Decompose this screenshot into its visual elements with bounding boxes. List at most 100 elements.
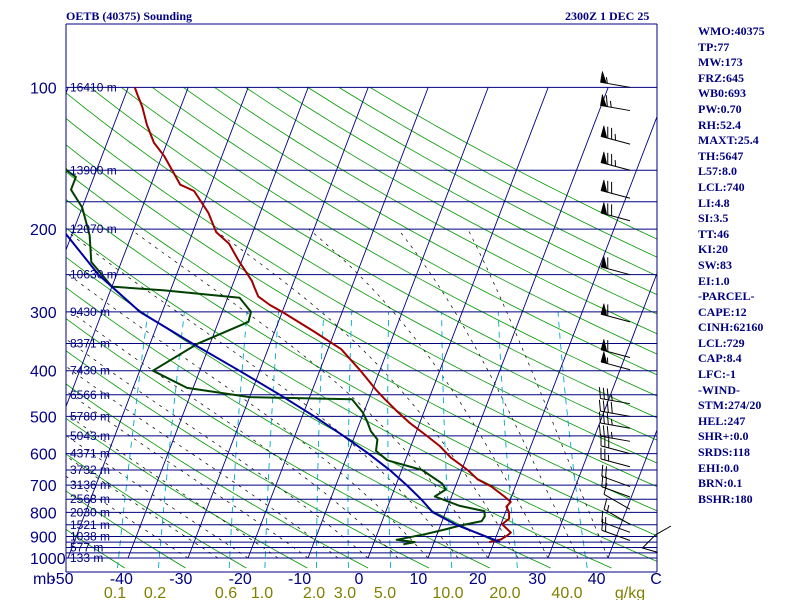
wind-barb-half-flag: [605, 77, 608, 84]
wind-barb-pennant: [600, 71, 607, 84]
dry-adiabat-line: [152, 87, 657, 376]
dry-adiabat-line: [66, 350, 430, 569]
pressure-label: 700: [30, 478, 57, 495]
dry-adiabat-line: [66, 453, 247, 569]
wind-barb: [600, 179, 631, 199]
height-label: 2030 m: [70, 505, 110, 519]
wind-barb-staff: [600, 422, 631, 429]
dry-adiabat-line: [66, 144, 657, 488]
pressure-label: 800: [30, 505, 57, 522]
mixing-ratio-line: [387, 311, 392, 569]
dry-adiabat-line: [90, 87, 657, 419]
pressure-label: 600: [30, 447, 57, 464]
side-panel-item: STM:274/20: [698, 398, 762, 413]
dry-adiabat-line: [121, 87, 657, 397]
wind-barb-flag: [601, 475, 604, 487]
wind-barb-pennant: [600, 125, 608, 139]
mixing-ratio-label: 0.2: [144, 585, 166, 600]
wind-barb: [600, 339, 631, 359]
dry-adiabat-line: [66, 417, 308, 569]
wind-barb: [601, 464, 631, 488]
pressure-label: 300: [30, 305, 57, 322]
pressure-label: 500: [30, 409, 57, 426]
side-panel-item: SRDS:118: [698, 445, 751, 460]
moist-adiabat-line: [397, 228, 579, 559]
side-panel-item: BRN:0.1: [698, 476, 743, 491]
hodograph: [641, 525, 672, 553]
wind-barb-staff: [600, 435, 631, 442]
sounding-indices-panel: WMO:40375 TP:77 MW:173 FRZ:645 WB0:693 PW:0.7…: [698, 24, 798, 507]
side-panel-item: -PARCEL-: [698, 289, 755, 304]
side-panel-item: LCL:729: [698, 335, 745, 350]
height-label: 8371 m: [70, 336, 110, 350]
pressure-label: 900: [30, 529, 57, 546]
side-panel-item: PW:0.70: [698, 101, 742, 116]
mixing-ratio-label: 0.1: [104, 585, 126, 600]
dry-adiabats: [66, 87, 657, 569]
temperature-label: -50: [50, 571, 73, 588]
mixing-ratio-label: g/kg: [615, 585, 645, 600]
wind-barb-pennant: [600, 339, 608, 352]
wind-barb: [600, 151, 631, 171]
wind-barb: [598, 387, 631, 405]
wind-barb-flag: [602, 400, 605, 412]
wind-barb-pennant: [600, 256, 608, 269]
isotherm-line: [66, 87, 129, 252]
mixing-ratio-label: 5.0: [374, 585, 396, 600]
height-label: 3732 m: [70, 463, 110, 477]
wind-barb-staff: [600, 410, 631, 417]
wind-barb-flag: [598, 399, 601, 412]
side-panel-item: LCL:740: [698, 179, 745, 194]
side-panel-item: KI:20: [698, 242, 728, 257]
wind-barb: [600, 256, 631, 276]
height-label: 7430 m: [70, 364, 110, 378]
wind-barb-flag: [606, 388, 609, 400]
dewpoint-line: [66, 166, 486, 546]
dry-adiabat-line: [66, 171, 657, 512]
height-label: 6566 m: [70, 388, 110, 402]
isotherm-line: [247, 87, 429, 559]
side-panel-item: TT:46: [698, 226, 730, 241]
isotherm-line: [0, 87, 8, 558]
wind-barb-pennant: [600, 151, 608, 165]
wind-barb-flag: [605, 476, 608, 489]
isotherm-line: [547, 272, 657, 559]
wind-barbs: [598, 71, 631, 541]
hodograph-trace: [641, 525, 672, 553]
wind-barb-pennant: [600, 202, 608, 215]
isotherm-line: [307, 87, 489, 559]
height-label: 5043 m: [70, 429, 110, 443]
height-label: 577 m: [70, 541, 103, 555]
side-panel-item: EHI:0.0: [698, 460, 740, 475]
wind-barb: [600, 125, 631, 145]
wind-barb-flag: [603, 483, 608, 495]
pressure-label: 1000: [30, 551, 66, 568]
isotherm-line: [487, 115, 657, 559]
wind-barb: [600, 202, 631, 222]
wind-barb-flag: [603, 498, 608, 510]
temperature-line: [133, 87, 512, 544]
side-panel-item: TH:5647: [698, 148, 744, 163]
height-label: 133 m: [70, 551, 103, 565]
side-panel-item: BSHR:180: [698, 491, 753, 506]
wind-barb-half-flag: [610, 418, 613, 426]
wind-barb-flag: [602, 412, 605, 424]
isotherm-line: [367, 87, 549, 559]
side-panel-item: CAP:8.4: [698, 351, 742, 366]
wind-barb: [598, 424, 631, 442]
wind-barb: [601, 510, 631, 533]
wind-barb: [600, 94, 631, 112]
dry-adiabat-line: [66, 256, 612, 569]
mixing-ratio-label: 1.0: [251, 585, 273, 600]
temperature-label: 20: [469, 571, 487, 588]
mixing-ratio-line: [117, 311, 149, 569]
wind-barb-staff: [600, 445, 631, 455]
moist-adiabat-line: [66, 307, 399, 559]
height-label: 2568 m: [70, 492, 110, 506]
wind-barb: [601, 475, 631, 498]
height-label: 1521 m: [70, 518, 110, 532]
side-panel-item: CINH:62160: [698, 320, 764, 335]
isobars: [65, 23, 658, 573]
wind-barb-flag: [605, 466, 608, 478]
pressure-unit-label: mb: [33, 571, 55, 588]
